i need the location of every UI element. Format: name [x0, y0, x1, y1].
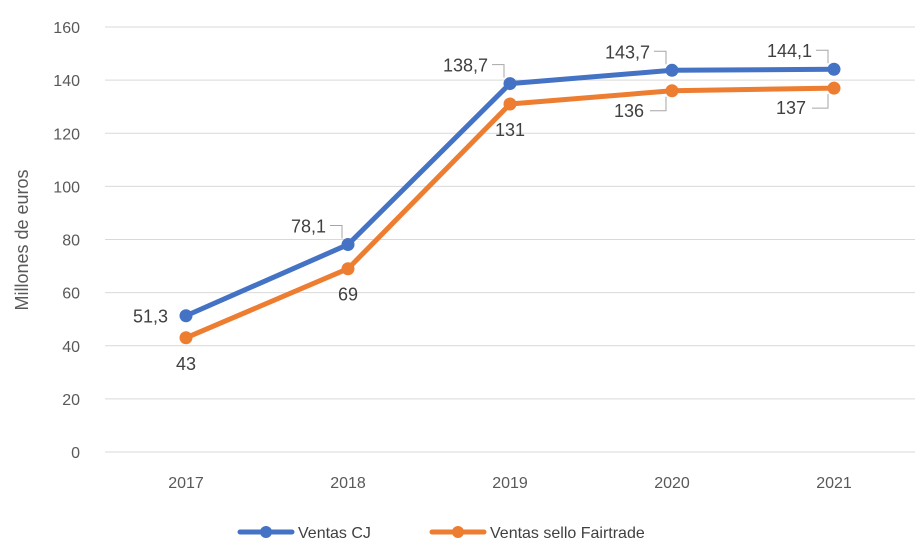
y-axis-ticks: 0 20 40 60 80 100 120 140 160	[53, 20, 80, 462]
data-label: 78,1	[291, 217, 326, 237]
label-leader-line	[812, 94, 829, 109]
data-point	[179, 309, 193, 323]
y-tick-label: 100	[53, 179, 80, 196]
data-point	[179, 331, 193, 345]
x-axis-ticks: 2017 2018 2019 2020 2021	[168, 475, 852, 492]
data-label: 69	[338, 285, 358, 305]
data-labels: 51,3 78,1 138,7 143,7 144,1 43 69 131 136 137	[133, 41, 829, 374]
y-tick-label: 160	[53, 20, 80, 37]
data-point	[503, 97, 517, 111]
x-tick-label: 2020	[654, 475, 690, 492]
data-point	[827, 81, 841, 95]
data-point	[503, 77, 517, 91]
data-point	[665, 63, 679, 77]
data-label: 136	[614, 101, 644, 121]
data-point	[341, 238, 355, 252]
label-leader-line	[816, 49, 829, 64]
legend-label: Ventas sello Fairtrade	[490, 525, 645, 542]
x-tick-label: 2019	[492, 475, 528, 492]
y-tick-label: 20	[62, 392, 80, 409]
y-tick-label: 0	[71, 445, 80, 462]
y-tick-label: 80	[62, 233, 80, 250]
y-tick-label: 120	[53, 126, 80, 143]
legend: Ventas CJ Ventas sello Fairtrade	[237, 525, 645, 542]
data-point	[665, 84, 679, 98]
series-layer	[179, 62, 841, 345]
series-ventas-cj	[179, 62, 841, 323]
data-label: 137	[776, 98, 806, 118]
data-label: 138,7	[443, 56, 488, 76]
data-point	[341, 262, 355, 276]
series-ventas-sello-fairtrade	[179, 81, 841, 345]
label-leader-line	[654, 50, 667, 65]
y-tick-label: 60	[62, 286, 80, 303]
data-label: 143,7	[605, 42, 650, 62]
legend-label: Ventas CJ	[298, 525, 371, 542]
legend-item: Ventas sello Fairtrade	[429, 525, 645, 542]
y-axis-label: Millones de euros	[12, 169, 32, 310]
x-tick-label: 2017	[168, 475, 204, 492]
label-leader-line	[330, 225, 343, 239]
data-label: 144,1	[767, 41, 812, 61]
y-tick-label: 40	[62, 339, 80, 356]
data-point	[827, 62, 841, 76]
legend-swatch-marker	[452, 526, 464, 538]
data-label: 51,3	[133, 307, 168, 327]
legend-swatch-marker	[260, 526, 272, 538]
y-tick-label: 140	[53, 73, 80, 90]
data-label: 131	[495, 120, 525, 140]
x-tick-label: 2021	[816, 475, 852, 492]
legend-item: Ventas CJ	[237, 525, 371, 542]
label-leader-line	[492, 64, 505, 78]
x-tick-label: 2018	[330, 475, 366, 492]
data-label: 43	[176, 354, 196, 374]
label-leader-line	[650, 96, 667, 112]
